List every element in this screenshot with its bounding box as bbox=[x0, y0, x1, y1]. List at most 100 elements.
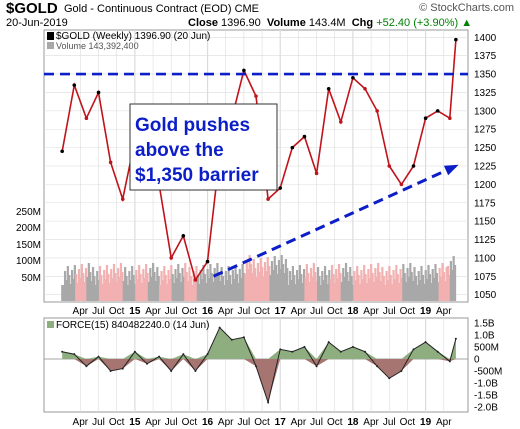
volume-bar bbox=[393, 279, 397, 301]
volume-bar bbox=[87, 263, 90, 301]
volume-bar bbox=[329, 279, 332, 301]
force-tick-label: -1.5B bbox=[474, 391, 498, 402]
x-tick-label: Jul bbox=[383, 417, 396, 428]
volume-bar bbox=[66, 266, 69, 301]
volume-legend-swatch bbox=[47, 42, 54, 49]
volume-bar bbox=[186, 281, 190, 301]
annotation-text: $1,350 barrier bbox=[135, 165, 259, 186]
x-tick-label: Jul bbox=[165, 306, 178, 317]
force-point bbox=[230, 338, 233, 341]
volume-bar bbox=[249, 264, 253, 301]
force-point bbox=[412, 348, 415, 351]
y-tick-label: 1400 bbox=[474, 33, 497, 44]
volume-bar bbox=[307, 273, 310, 301]
volume-bar bbox=[402, 264, 405, 301]
force-line bbox=[62, 326, 457, 405]
annotation-text: above the bbox=[135, 140, 224, 161]
force-point bbox=[182, 353, 185, 356]
volume-bar bbox=[247, 269, 250, 301]
volume-bar bbox=[153, 272, 156, 301]
volume-bar bbox=[384, 285, 387, 301]
force-point bbox=[85, 365, 88, 368]
volume-bar bbox=[143, 278, 146, 301]
volume-bar bbox=[284, 259, 288, 301]
force-point bbox=[388, 377, 391, 380]
volume-bar bbox=[425, 279, 429, 301]
volume-bar bbox=[336, 278, 339, 301]
volume-bar bbox=[91, 267, 95, 301]
force-negative-area bbox=[62, 358, 456, 403]
price-point bbox=[108, 160, 113, 165]
volume-bar bbox=[343, 277, 346, 301]
price-point bbox=[423, 116, 428, 121]
volume-bar bbox=[107, 274, 110, 301]
volume-bar bbox=[400, 278, 404, 301]
volume-bar bbox=[266, 257, 269, 301]
x-tick-label: 16 bbox=[202, 306, 214, 317]
y-tick-label: 1075 bbox=[474, 272, 497, 283]
volume-bar bbox=[318, 276, 321, 301]
volume-bar bbox=[82, 273, 85, 301]
x-tick-label: 15 bbox=[129, 417, 141, 428]
volume-bar bbox=[277, 260, 281, 301]
volume-bar bbox=[438, 268, 441, 301]
x-tick-label: Oct bbox=[327, 417, 343, 428]
volume-bar bbox=[167, 270, 170, 301]
volume-bar bbox=[322, 280, 325, 301]
volume-bar bbox=[63, 271, 67, 301]
volume-tick-label: 100M bbox=[16, 256, 41, 267]
volume-bar bbox=[256, 263, 260, 301]
volume-bar bbox=[300, 274, 303, 301]
price-point bbox=[120, 197, 125, 201]
volume-bar bbox=[286, 268, 289, 301]
volume-bar bbox=[125, 276, 128, 301]
volume-bar bbox=[435, 273, 438, 301]
volume-bar bbox=[361, 279, 364, 301]
volume-bar bbox=[156, 267, 159, 301]
x-tick-label: Apr bbox=[291, 417, 307, 428]
force-tick-label: 1.0B bbox=[474, 330, 495, 341]
volume-bar bbox=[157, 276, 160, 301]
volume-bar bbox=[419, 280, 422, 301]
volume-bar bbox=[403, 273, 406, 301]
volume-tick-label: 250M bbox=[16, 207, 41, 218]
price-point bbox=[375, 109, 379, 113]
chart-date: 20-Jun-2019 bbox=[6, 17, 68, 29]
volume-bar bbox=[86, 277, 89, 301]
volume-bar bbox=[119, 263, 123, 301]
volume-bar bbox=[395, 265, 398, 301]
volume-bar bbox=[371, 273, 374, 301]
x-tick-label: 19 bbox=[420, 306, 432, 317]
description-text: Gold - Continuous Contract (EOD) bbox=[64, 3, 232, 15]
volume-bar bbox=[377, 263, 380, 301]
volume-bar bbox=[227, 266, 230, 301]
volume-bar bbox=[181, 268, 184, 301]
instrument-description: Gold - Continuous Contract (EOD) CME bbox=[64, 3, 259, 15]
price-point bbox=[266, 197, 270, 201]
volume-bar bbox=[283, 273, 286, 301]
volume-bar bbox=[353, 271, 356, 301]
volume-bar bbox=[448, 275, 451, 301]
volume-bar bbox=[413, 267, 416, 301]
y-tick-label: 1275 bbox=[474, 125, 497, 136]
volume-bar bbox=[166, 284, 169, 301]
volume-bar bbox=[98, 266, 102, 301]
volume-bar bbox=[230, 284, 233, 301]
volume-bar bbox=[449, 261, 452, 301]
force-tick-label: -1.0B bbox=[474, 379, 498, 390]
annotation-box bbox=[129, 103, 278, 191]
price-point bbox=[363, 87, 367, 91]
x-tick-label: Apr bbox=[145, 417, 161, 428]
volume-bar bbox=[149, 268, 152, 301]
volume-bar bbox=[279, 269, 282, 301]
price-point bbox=[205, 259, 210, 264]
volume-bar bbox=[70, 270, 74, 301]
volume-bar bbox=[121, 272, 124, 301]
y-tick-label: 1300 bbox=[474, 106, 497, 117]
volume-bar bbox=[83, 282, 86, 301]
volume-bar bbox=[84, 268, 88, 301]
chg-value: +52.40 (+3.90%) bbox=[376, 17, 459, 29]
volume-bar bbox=[124, 267, 127, 301]
volume-bar bbox=[170, 265, 173, 301]
volume-bar bbox=[423, 284, 426, 301]
